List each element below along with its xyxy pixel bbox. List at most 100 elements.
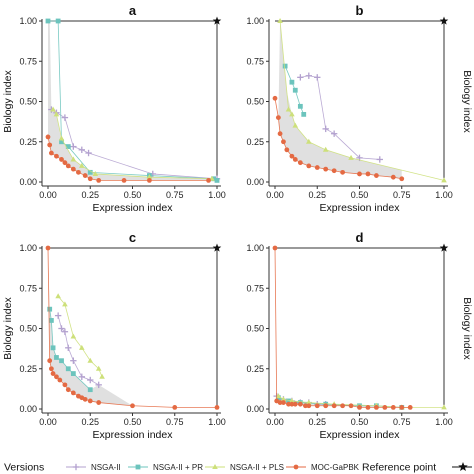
data-point-s4-1 [45, 245, 51, 251]
y-tick-label: 1.00 [19, 16, 37, 26]
data-point-s4-17 [214, 404, 220, 410]
x-tick-label: 0.25 [81, 417, 99, 427]
data-point-s4-11 [323, 166, 329, 172]
y-tick-label: 0.75 [246, 283, 264, 293]
data-point-s2-3 [59, 139, 64, 145]
data-point-s4-15 [365, 171, 371, 177]
x-tick-label: 0.75 [393, 190, 411, 200]
data-point-s3-8 [441, 404, 447, 410]
data-point-s2-5 [59, 358, 64, 364]
data-point-s3-2 [285, 106, 292, 112]
data-point-s3-1 [277, 18, 283, 23]
data-point-s1-3 [61, 328, 69, 335]
reference-point-star [439, 16, 449, 25]
data-point-s4-7 [62, 382, 68, 388]
data-point-s1-4 [322, 125, 329, 133]
data-point-s1-7 [376, 156, 383, 163]
data-point-s4-12 [323, 403, 329, 409]
data-point-s2-8 [87, 387, 93, 393]
data-point-s4-6 [57, 377, 63, 383]
x-axis-label: Expression index [93, 202, 174, 214]
data-point-s1-3 [61, 114, 69, 121]
legend-reference-star [458, 462, 468, 472]
legend-label-3: NSGA-II + PLS [230, 463, 284, 472]
reference-point-star [212, 243, 222, 252]
data-point-s1-4 [70, 143, 77, 150]
x-tick-label: 0.25 [308, 417, 326, 427]
x-tick-label: 0.25 [308, 190, 326, 200]
legend-label-2: NSGA-II + PR [153, 463, 203, 472]
data-point-s3-2 [280, 396, 287, 402]
data-point-s4-2 [47, 142, 53, 148]
data-point-s4-8 [65, 387, 71, 393]
data-point-s4-6 [289, 401, 295, 407]
y-tick-label: 0.25 [19, 137, 37, 147]
data-point-s4-8 [297, 160, 303, 166]
data-point-s4-13 [340, 169, 345, 175]
x-tick-label: 0.00 [39, 417, 57, 427]
data-point-s4-9 [76, 169, 81, 175]
y-tick-label: 0.00 [246, 404, 264, 414]
data-point-s2-1 [47, 306, 53, 312]
y-axis-label: Biology index [461, 70, 473, 133]
data-point-s4-3 [48, 366, 54, 372]
x-tick-label: 0.50 [351, 190, 369, 200]
data-point-s4-22 [407, 404, 413, 410]
series-line-1 [51, 109, 218, 180]
data-point-s3-7 [99, 373, 105, 379]
legend-marker-1 [72, 463, 80, 471]
series-line-3 [52, 109, 212, 180]
data-point-s4-4 [281, 400, 286, 405]
x-axis-label: Expression index [320, 202, 401, 214]
data-point-s4-18 [399, 176, 405, 182]
x-tick-label: 1.00 [208, 190, 226, 200]
data-point-s4-14 [147, 177, 152, 183]
panel-title: c [129, 230, 136, 245]
data-point-s4-1 [272, 95, 278, 101]
x-tick-label: 1.00 [208, 417, 226, 427]
x-tick-label: 0.00 [266, 417, 284, 427]
data-point-s4-20 [390, 404, 396, 410]
data-point-s4-13 [331, 403, 337, 409]
data-point-s1-2 [58, 325, 65, 332]
data-point-s2-2 [55, 18, 61, 24]
panel-title: d [356, 230, 364, 245]
data-point-s4-3 [277, 400, 283, 405]
data-point-s2-1 [45, 18, 51, 24]
data-point-s4-1 [45, 134, 51, 140]
legend-label-1: NSGA-II [91, 463, 121, 472]
legend-label-4: MOC-GaPBK [311, 463, 360, 472]
data-point-s3-4 [292, 122, 299, 128]
data-point-s4-16 [172, 404, 178, 410]
x-tick-label: 0.50 [351, 417, 369, 427]
data-point-s2-4 [65, 144, 71, 149]
data-point-s4-5 [284, 147, 290, 153]
data-point-s2-5 [301, 111, 307, 117]
data-point-s4-9 [306, 163, 312, 169]
data-point-s4-8 [70, 166, 76, 172]
x-tick-label: 1.00 [435, 190, 453, 200]
data-point-s2-2 [289, 79, 295, 85]
data-point-s3-8 [441, 177, 447, 183]
x-tick-label: 0.00 [39, 190, 57, 200]
y-axis-label: Biology index [2, 297, 14, 360]
y-tick-label: 0.25 [19, 364, 37, 374]
panel-d: 0.00 0.25 0.50 0.75 1.00 0.00 0.25 0.50 0.75 1.00… [246, 230, 473, 441]
data-point-s4-10 [82, 173, 88, 178]
x-axis-label: Expression index [93, 429, 174, 441]
y-tick-label: 0.00 [246, 177, 264, 187]
y-tick-label: 0.00 [19, 404, 37, 414]
panel-b: 0.00 0.25 0.50 0.75 1.00 0.00 0.25 0.50 0.75 1.00… [246, 3, 473, 214]
data-point-s1-4 [65, 344, 72, 352]
data-point-s4-11 [87, 176, 93, 182]
x-tick-label: 0.00 [266, 190, 284, 200]
data-point-s2-4 [297, 103, 303, 109]
reference-point-star [439, 243, 449, 252]
data-point-s3-4 [79, 344, 85, 350]
data-point-s4-7 [65, 163, 71, 169]
data-point-s4-12 [331, 168, 337, 174]
data-point-s4-4 [54, 153, 59, 159]
data-point-s1-8 [95, 381, 102, 389]
y-tick-label: 0.50 [246, 324, 264, 334]
y-tick-label: 1.00 [246, 243, 264, 253]
